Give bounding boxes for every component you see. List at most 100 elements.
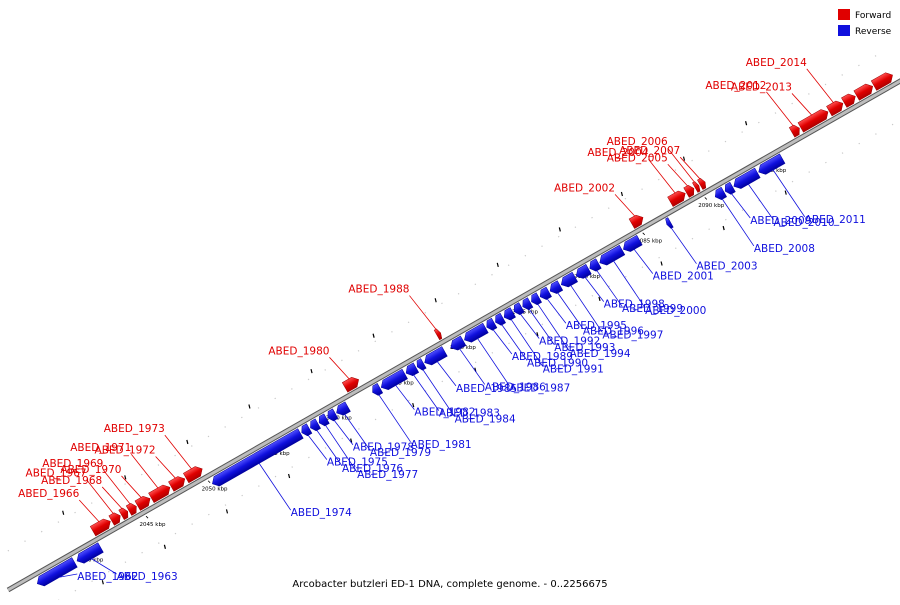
gene-leader-line bbox=[648, 158, 676, 194]
gene-leader-line bbox=[422, 369, 455, 417]
gene-leader-line bbox=[721, 198, 755, 247]
gene-leader-line bbox=[316, 429, 343, 467]
gene-abed-1987 bbox=[464, 322, 489, 343]
lower-track-tick bbox=[598, 296, 601, 302]
gene-leader-line bbox=[731, 193, 751, 219]
gene-label: ABED_2000 bbox=[645, 305, 706, 317]
gene-abed-2003 bbox=[665, 217, 674, 229]
gene-leader-line bbox=[325, 424, 358, 473]
gene-abed-2011 bbox=[758, 153, 786, 175]
gene-label: ABED_1981 bbox=[411, 439, 472, 451]
gene-label: ABED_2004 bbox=[587, 147, 648, 159]
gene-leader-line bbox=[596, 270, 623, 307]
gene-label: ABED_2005 bbox=[607, 152, 668, 164]
gene-label: ABED_1991 bbox=[543, 363, 604, 375]
gene-abed-2001 bbox=[623, 234, 643, 252]
gene-label: ABED_1994 bbox=[569, 348, 630, 360]
gene-label: ABED_2008 bbox=[754, 243, 815, 255]
gene-label: ABED_1977 bbox=[357, 469, 418, 481]
gene-abed-1978 bbox=[327, 408, 339, 422]
gene-leader-line bbox=[501, 324, 528, 361]
upper-track-tick bbox=[558, 227, 561, 232]
gene-abed-1996 bbox=[549, 280, 564, 294]
gene-label: ABED_1967 bbox=[26, 468, 87, 480]
scale-tick-label: 2060 kbp bbox=[326, 416, 352, 422]
gene-abed-1984 bbox=[416, 358, 427, 371]
gene-leader-line bbox=[436, 361, 457, 387]
gene-label: ABED_2006 bbox=[607, 136, 668, 148]
legend-forward-swatch bbox=[838, 9, 850, 20]
gene-leader-line bbox=[78, 499, 100, 523]
gene-leader-line bbox=[459, 348, 486, 385]
gene-leader-line bbox=[130, 453, 159, 489]
gene-abed-1979 bbox=[336, 401, 351, 416]
gene-abed-1962 bbox=[36, 557, 78, 587]
scale-tick bbox=[642, 232, 646, 236]
gene-abed-1981 bbox=[372, 383, 384, 396]
gene-leader-line bbox=[344, 413, 371, 451]
gene-abed-1991 bbox=[503, 307, 516, 321]
gene-leader-line bbox=[58, 573, 78, 578]
gene-leader-line bbox=[546, 298, 567, 324]
upper-track-tick bbox=[248, 404, 251, 409]
gene-leader-line bbox=[537, 303, 570, 352]
gene-abed-1973 bbox=[182, 466, 203, 484]
gene-label: ABED_1973 bbox=[104, 423, 165, 435]
gene-leader-line bbox=[747, 183, 774, 220]
gene-leader-line bbox=[614, 194, 636, 217]
gene-label: ABED_2002 bbox=[554, 182, 615, 194]
gene-label: ABED_2007 bbox=[619, 145, 680, 157]
gene-leader-line bbox=[791, 93, 813, 116]
lower-track-tick bbox=[163, 544, 166, 549]
genome-caption: Arcobacter butzleri ED-1 DNA, complete g… bbox=[292, 579, 607, 590]
gene-label: ABED_1988 bbox=[348, 284, 409, 296]
gene-label: ABED_1985 bbox=[456, 383, 517, 395]
gene-track bbox=[36, 72, 893, 587]
upper-track-tick bbox=[62, 510, 65, 515]
gene-labels: ABED_1962ABED_1963ABED_1966ABED_1967ABED… bbox=[18, 57, 866, 583]
gene-leader-line bbox=[103, 469, 131, 505]
gene-leader-line bbox=[307, 434, 328, 460]
gene-abed-1989 bbox=[486, 317, 498, 331]
gene-label: ABED_1999 bbox=[622, 303, 683, 315]
scale-tick bbox=[207, 480, 211, 484]
legend-reverse-label: Reverse bbox=[855, 27, 892, 37]
gene-leader-line bbox=[164, 434, 192, 470]
gene-abed-2014 bbox=[826, 100, 844, 117]
gene-label: ABED_1979 bbox=[370, 447, 431, 459]
gene-leader-line bbox=[766, 91, 794, 127]
gene-leader-line bbox=[519, 313, 540, 339]
gene-leader-line bbox=[492, 329, 513, 355]
gene-leader-line bbox=[679, 156, 701, 180]
gene-label: ABED_2001 bbox=[653, 271, 714, 283]
gene-leader-line bbox=[667, 147, 695, 183]
lower-track-tick bbox=[350, 438, 353, 443]
gene-label: ABED_1984 bbox=[455, 414, 516, 426]
gene-abed-2009 bbox=[724, 181, 736, 195]
gene-leader-line bbox=[121, 475, 142, 499]
gene-label: ABED_2003 bbox=[696, 261, 757, 273]
gene-abed-2008 bbox=[714, 186, 728, 200]
scale-tick-label: 2090 kbp bbox=[698, 203, 724, 209]
upper-track-tick bbox=[434, 298, 437, 303]
gene-abed-1971 bbox=[148, 484, 171, 504]
lower-track-tick bbox=[784, 190, 787, 195]
gene-label: ABED_2013 bbox=[731, 81, 792, 93]
gene-abed-1998 bbox=[575, 264, 592, 279]
gene-leader-line bbox=[91, 558, 117, 575]
gene-leader-line bbox=[557, 292, 584, 329]
scale-tick-label: 2055 kbp bbox=[264, 451, 290, 457]
gene-abed-1963 bbox=[76, 542, 104, 564]
gene-label: ABED_1969 bbox=[42, 458, 103, 470]
gene-abed-1977 bbox=[318, 413, 330, 427]
gene-label: ABED_1987 bbox=[509, 382, 570, 394]
dna-axis bbox=[0, 49, 900, 605]
gene-label: ABED_1963 bbox=[117, 571, 178, 583]
gene-leader-line bbox=[528, 308, 555, 346]
gene-abed-1980 bbox=[341, 377, 359, 393]
gene-label: ABED_1990 bbox=[527, 357, 588, 369]
scale-tick-label: 2050 kbp bbox=[202, 487, 228, 493]
gene-abed-1982 bbox=[380, 368, 408, 391]
